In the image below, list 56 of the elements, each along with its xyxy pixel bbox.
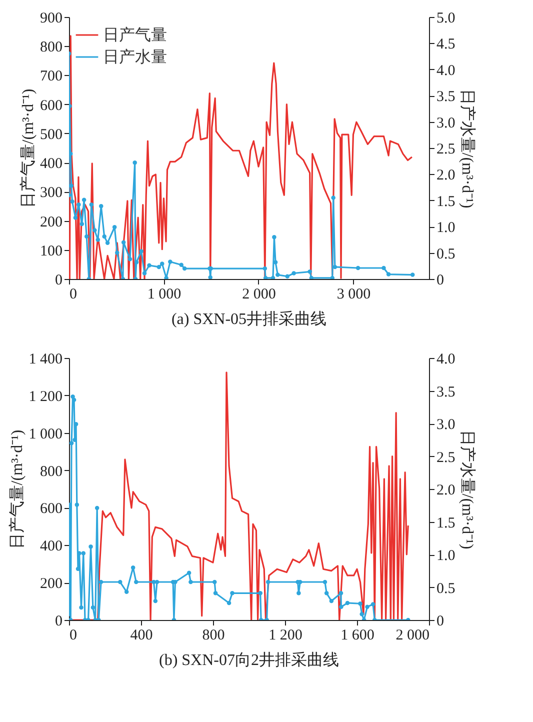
y2-tick-label: 1.0 [436, 220, 456, 236]
y2-tick-label: 0.5 [436, 580, 456, 597]
y-axis-title: 日产气量/(m³·d⁻¹) [8, 430, 26, 550]
legend-label: 日产气量 [103, 26, 167, 44]
y2-tick-label: 2.5 [436, 142, 456, 158]
y-tick-label: 1 000 [28, 426, 62, 442]
x-tick-label: 3 000 [336, 286, 371, 302]
y2-tick-label: 0 [436, 614, 444, 630]
x-tick-label: 400 [130, 628, 153, 644]
y2-tick-label: 3.5 [436, 384, 456, 400]
y2-tick-label: 3.5 [436, 89, 456, 106]
y-tick-label: 700 [40, 68, 62, 85]
x-tick-label: 1 000 [147, 286, 182, 302]
y-tick-label: 900 [40, 10, 62, 26]
y-tick-label: 100 [40, 243, 62, 260]
y-axis-title: 日产气量/(m³·d⁻¹) [19, 88, 37, 208]
y-tick-label: 600 [40, 501, 62, 518]
x-tick-label: 0 [70, 286, 77, 302]
y-tick-label: 1 400 [28, 352, 62, 368]
x-tick-label: 0 [70, 628, 77, 644]
y2-axis-title: 日产水量/(m³·d⁻¹) [458, 88, 476, 208]
y2-tick-label: 2.0 [436, 168, 456, 184]
y-tick-label: 300 [40, 185, 62, 202]
y2-tick-label: 2.5 [436, 450, 456, 466]
y2-axis-title: 日产水量/(m³·d⁻¹) [458, 430, 476, 550]
y2-tick-label: 1.5 [436, 515, 456, 532]
x-tick-label: 2 000 [242, 286, 276, 302]
y2-tick-label: 3.0 [436, 417, 456, 433]
x-tick-label: 2 000 [396, 628, 430, 644]
x-tick-label: 1 200 [268, 628, 302, 644]
y2-tick-label: 4.0 [436, 352, 456, 368]
y-tick-label: 1 200 [28, 388, 62, 405]
y-tick-label: 500 [40, 126, 62, 143]
y2-tick-label: 1.0 [436, 548, 456, 564]
y-tick-label: 800 [40, 40, 62, 56]
y-tick-label: 400 [40, 156, 62, 172]
y-tick-label: 800 [40, 464, 62, 480]
y2-tick-label: 1.5 [436, 194, 456, 210]
y-tick-label: 400 [40, 538, 62, 555]
x-tick-label: 800 [202, 628, 225, 644]
y2-tick-label: 3.0 [436, 115, 456, 132]
y-tick-label: 600 [40, 98, 62, 114]
x-tick-label: 1 600 [340, 628, 374, 644]
y2-tick-label: 5.0 [436, 10, 456, 26]
y2-tick-label: 4.0 [436, 62, 456, 79]
text: (a) SXN-05井排采曲线 [171, 310, 327, 328]
y2-tick-label: 0 [436, 272, 444, 288]
y-tick-label: 200 [40, 214, 62, 230]
text: (b) SXN-07向2井排采曲线 [159, 651, 339, 669]
y-tick-label: 0 [55, 272, 62, 288]
y2-tick-label: 4.5 [436, 36, 456, 53]
y-tick-label: 200 [40, 576, 62, 592]
legend-label: 日产水量 [103, 48, 167, 66]
y2-tick-label: 0.5 [436, 246, 456, 262]
y2-tick-label: 2.0 [436, 482, 456, 498]
y-tick-label: 0 [55, 614, 62, 630]
